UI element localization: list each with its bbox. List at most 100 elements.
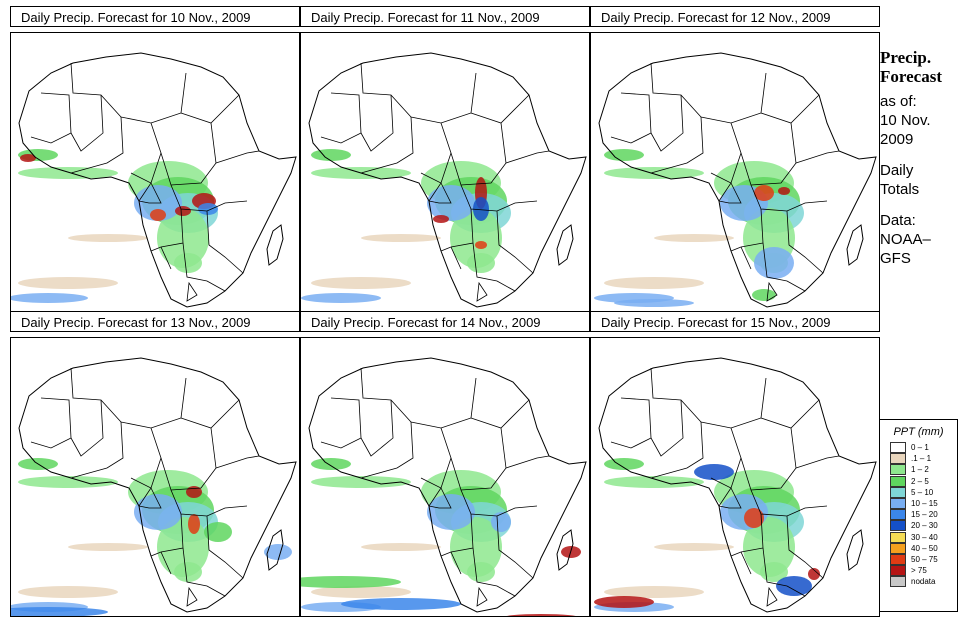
country-border	[420, 172, 452, 204]
legend-label: 0 – 1	[911, 443, 929, 452]
precip-area	[604, 476, 704, 488]
country-border	[70, 94, 104, 152]
country-border	[476, 586, 488, 607]
country-border	[476, 281, 488, 302]
country-border	[795, 150, 840, 164]
country-border	[360, 116, 414, 174]
precip-area	[18, 586, 118, 598]
legend-swatch	[890, 464, 906, 476]
country-border	[650, 94, 684, 152]
country-border	[182, 547, 226, 597]
precip-area	[754, 247, 794, 279]
legend-label: 5 – 10	[911, 487, 934, 497]
precip-area	[18, 277, 118, 289]
panel-title: Daily Precip. Forecast for 13 Nov., 2009	[10, 311, 300, 332]
caption-daily-1: Daily	[880, 162, 914, 179]
caption-heading-2: Forecast	[880, 67, 942, 86]
legend-item: 40 – 50	[890, 542, 957, 554]
legend-item: 30 – 40	[890, 531, 957, 543]
legend-item: 50 – 75	[890, 553, 957, 565]
country-border	[182, 242, 226, 292]
precip-area	[754, 185, 774, 201]
legend-swatch	[890, 497, 906, 509]
country-border	[450, 246, 462, 270]
precip-area	[301, 576, 401, 588]
legend-label: 1 – 2	[911, 465, 929, 475]
precip-area	[18, 167, 118, 179]
country-border	[472, 242, 516, 292]
precip-map	[300, 32, 590, 312]
precip-area	[760, 562, 788, 582]
country-border	[180, 399, 240, 429]
forecast-panel-11-nov: Daily Precip. Forecast for 11 Nov., 2009	[300, 6, 590, 312]
madagascar-outline	[556, 224, 574, 266]
panel-title: Daily Precip. Forecast for 15 Nov., 2009	[590, 311, 880, 332]
country-border	[650, 62, 767, 124]
panel-title: Daily Precip. Forecast for 14 Nov., 2009	[300, 311, 590, 332]
precip-area	[18, 476, 118, 488]
precip-area	[433, 215, 449, 223]
precip-area	[311, 476, 411, 488]
country-border	[320, 92, 362, 144]
country-border	[762, 242, 806, 292]
precip-area	[473, 197, 489, 221]
precip-area	[311, 277, 411, 289]
legend-swatch	[890, 576, 906, 588]
legend-label: 2 – 5	[911, 476, 929, 486]
africa-map	[301, 357, 587, 616]
legend-swatch	[890, 542, 906, 554]
caption-date-1: 10 Nov.	[880, 112, 931, 129]
country-border	[160, 551, 172, 575]
precip-area	[311, 149, 351, 161]
country-border	[450, 427, 507, 491]
panel-title: Daily Precip. Forecast for 11 Nov., 2009	[300, 6, 590, 27]
precip-layer	[301, 149, 511, 303]
precip-area	[198, 203, 218, 215]
legend-swatch	[890, 475, 906, 487]
legend-swatch	[890, 553, 906, 565]
panel-title: Daily Precip. Forecast for 10 Nov., 2009	[10, 6, 300, 27]
forecast-panel-10-nov: Daily Precip. Forecast for 10 Nov., 2009	[10, 6, 300, 312]
country-border	[740, 551, 752, 575]
country-border	[180, 94, 240, 124]
madagascar-outline	[266, 529, 284, 571]
madagascar-outline	[556, 529, 574, 571]
country-border	[610, 397, 652, 449]
country-border	[206, 515, 244, 579]
precip-area	[174, 253, 202, 273]
country-border	[740, 427, 797, 491]
precip-area	[361, 543, 441, 551]
legend-swatch	[890, 565, 906, 577]
country-border	[450, 551, 462, 575]
precip-area	[654, 234, 734, 242]
legend-label: 30 – 40	[911, 532, 938, 542]
precip-area	[467, 562, 495, 582]
africa-map	[11, 52, 297, 308]
precip-area	[604, 149, 644, 161]
legend-item: 0 – 1	[890, 442, 957, 453]
africa-map	[11, 357, 297, 616]
country-border	[760, 94, 820, 124]
country-border	[740, 246, 752, 270]
legend-swatch	[890, 453, 906, 465]
country-border	[70, 399, 104, 457]
precip-area	[604, 167, 704, 179]
precip-area	[450, 517, 502, 577]
legend-label: 15 – 20	[911, 510, 938, 520]
country-border	[360, 399, 394, 457]
precip-area	[491, 512, 511, 532]
country-border	[496, 210, 534, 274]
legend-swatch	[890, 520, 906, 532]
precip-area	[694, 464, 734, 480]
precip-area	[752, 289, 776, 301]
legend-label: > 75	[911, 566, 927, 576]
precip-area	[150, 209, 166, 221]
country-border	[428, 427, 452, 507]
side-caption: Precip. Forecast as of: 10 Nov. 2009 Dai…	[880, 48, 964, 268]
legend-label: .1 – 1	[911, 454, 932, 464]
country-border	[138, 122, 162, 202]
madagascar-outline	[846, 224, 864, 266]
precip-layer	[11, 458, 292, 616]
